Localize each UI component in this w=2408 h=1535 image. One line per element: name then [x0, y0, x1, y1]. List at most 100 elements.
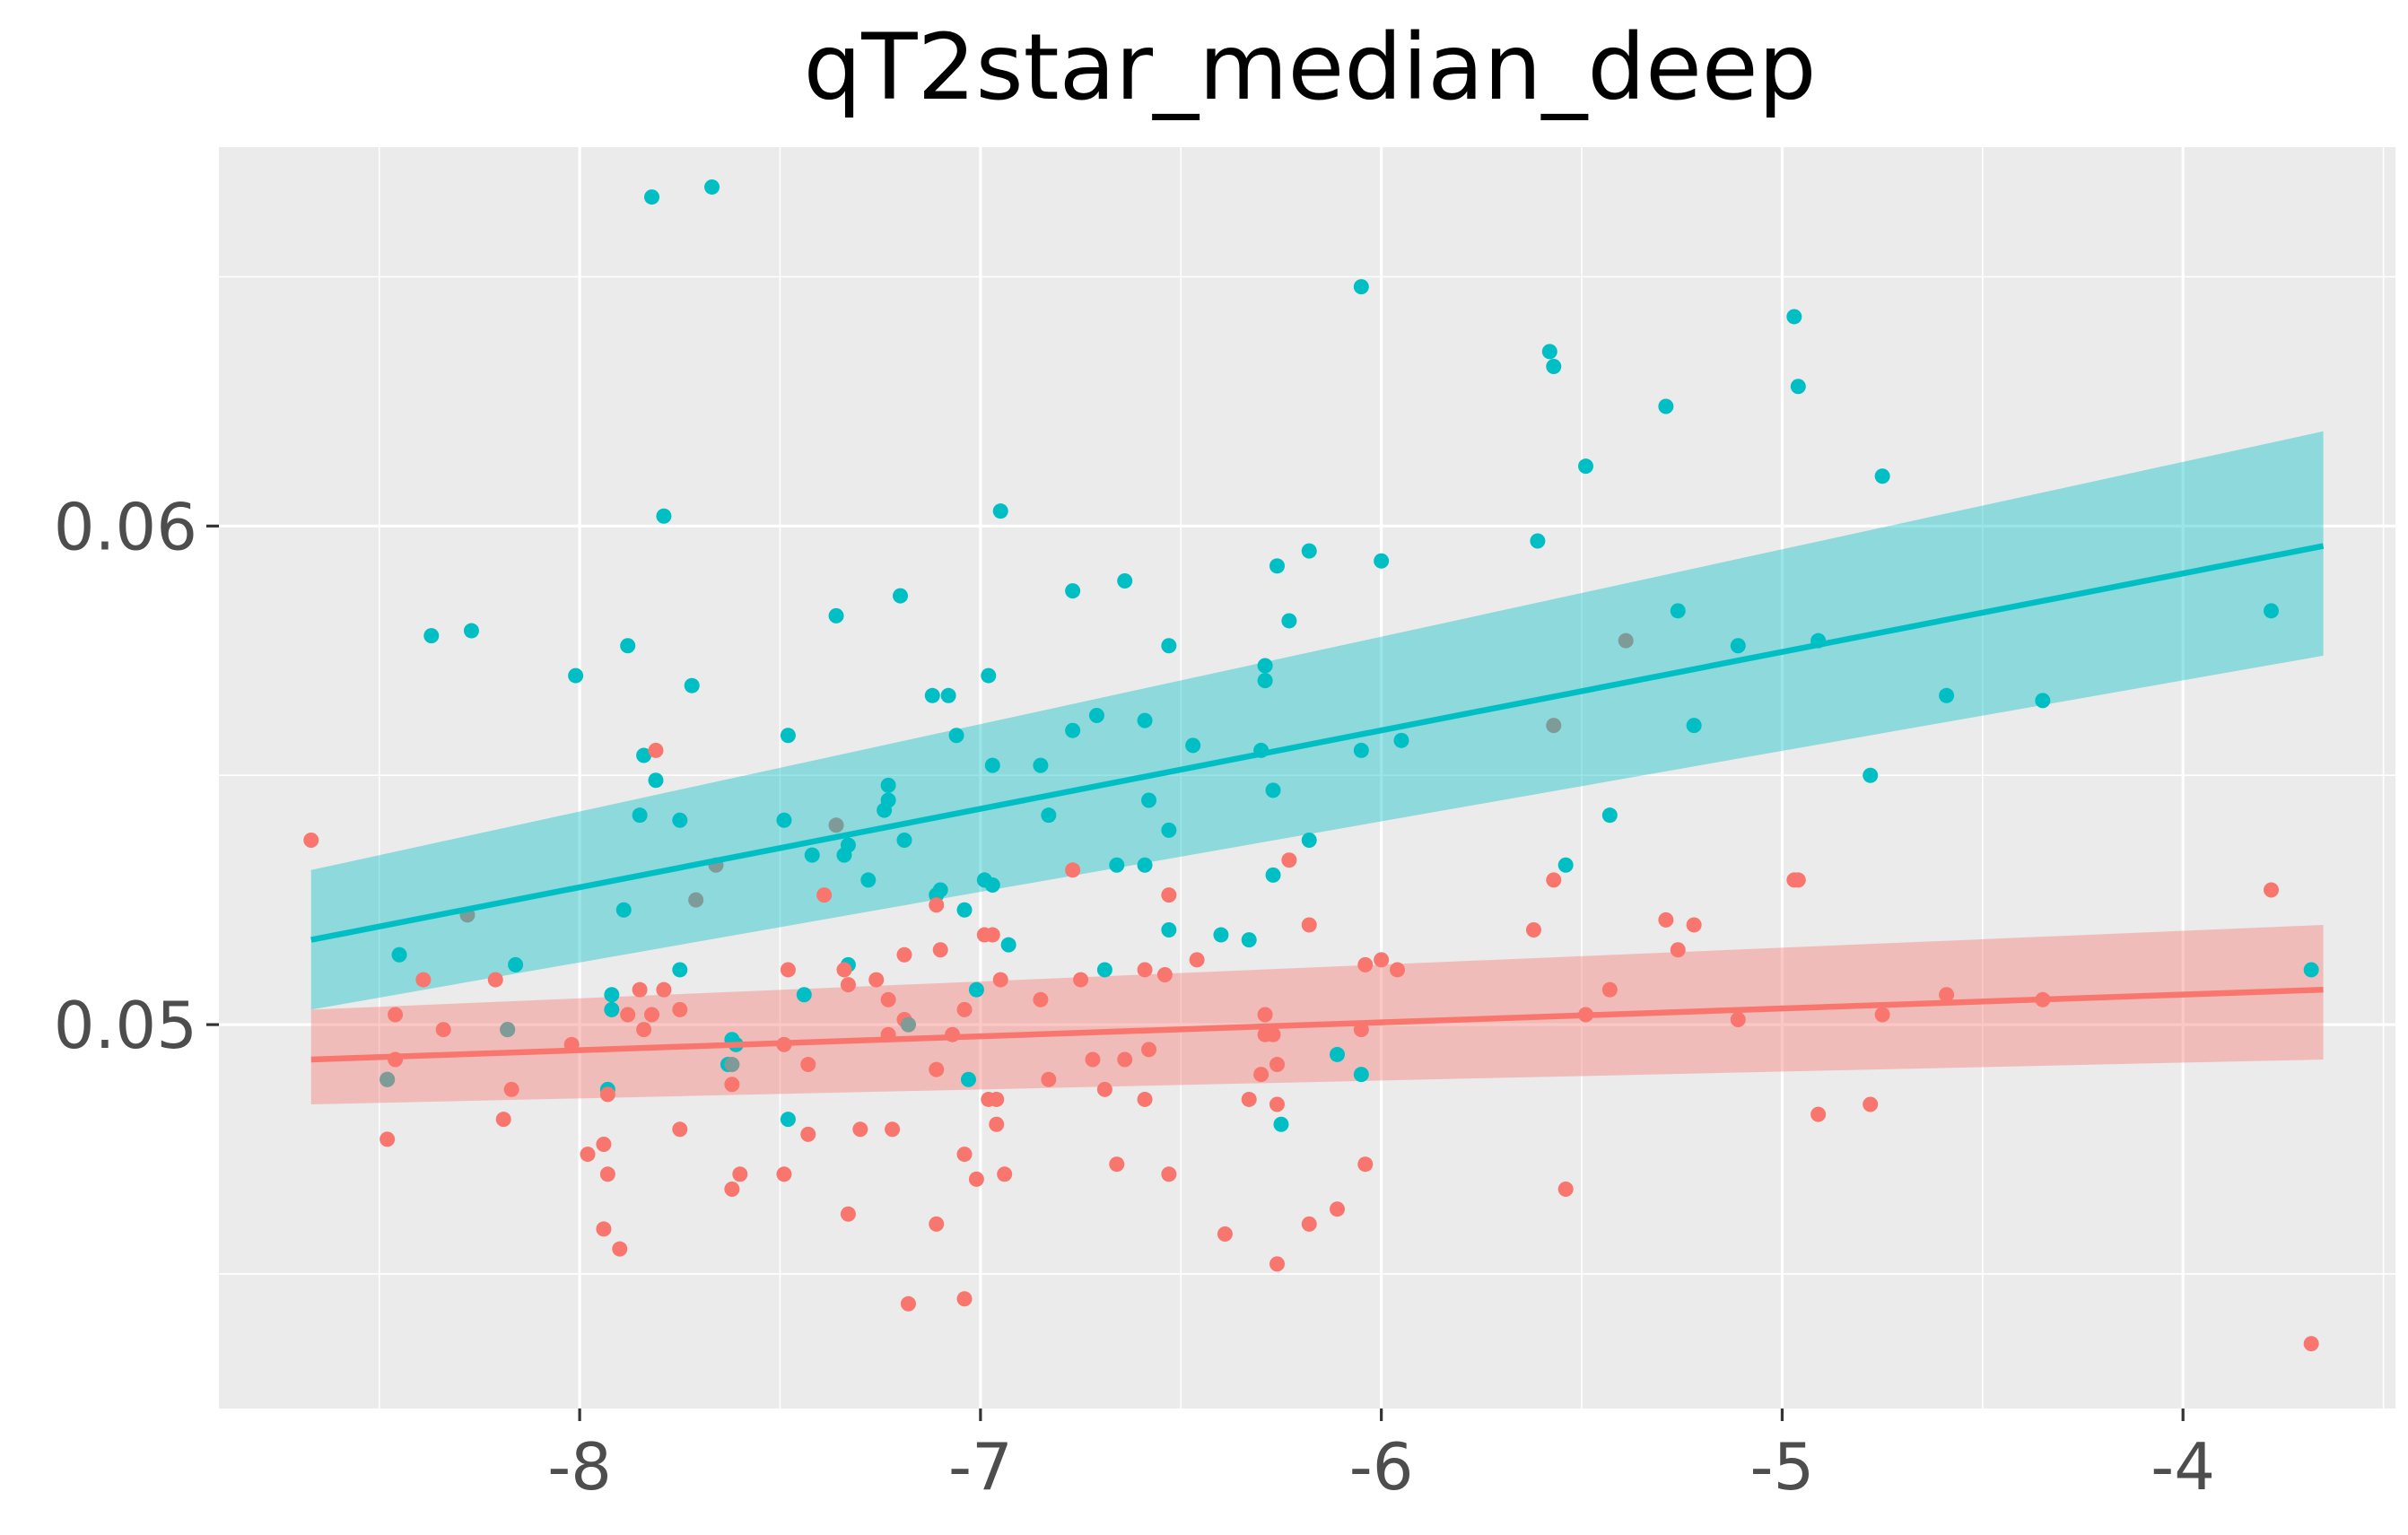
point-series-1	[636, 747, 652, 763]
point-series-1	[1353, 1067, 1369, 1083]
point-series-2	[672, 1001, 688, 1017]
point-series-2	[1033, 991, 1049, 1007]
point-series-2	[503, 1081, 519, 1097]
point-series-2	[896, 946, 912, 963]
point-series-1	[1273, 1116, 1289, 1132]
point-series-2	[1939, 987, 1955, 1003]
point-series-2	[776, 1166, 792, 1182]
point-series-2	[900, 1295, 916, 1312]
point-series-2	[2263, 882, 2279, 898]
axes: -8 -7 -6 -5 -4 0.05 0.06	[54, 489, 2215, 1504]
point-series-2	[1301, 1216, 1317, 1232]
point-series-1	[984, 877, 1000, 893]
point-series-2	[800, 1126, 816, 1142]
point-series-2	[644, 1007, 660, 1023]
point-series-2	[1525, 921, 1541, 938]
point-series-2	[1265, 1026, 1281, 1042]
point-overlap	[380, 1071, 396, 1087]
point-series-2	[1730, 1012, 1746, 1028]
point-series-1	[948, 728, 964, 744]
point-series-2	[415, 972, 432, 988]
point-series-1	[877, 802, 893, 818]
data-points	[303, 179, 2319, 1352]
point-series-2	[1357, 1156, 1374, 1173]
point-series-2	[1269, 1057, 1285, 1073]
point-series-2	[599, 1086, 615, 1103]
point-series-1	[992, 503, 1008, 519]
point-series-1	[1000, 937, 1016, 953]
point-series-1	[1790, 379, 1806, 395]
point-series-2	[1330, 1201, 1346, 1217]
point-series-1	[924, 687, 940, 703]
point-series-1	[508, 956, 524, 972]
point-series-2	[1217, 1225, 1233, 1242]
point-series-2	[1253, 1067, 1269, 1083]
point-series-1	[776, 812, 792, 828]
point-series-1	[1257, 673, 1273, 689]
point-series-2	[840, 977, 856, 993]
y-tick-label: 0.05	[54, 988, 197, 1063]
point-series-1	[1265, 782, 1281, 798]
point-series-2	[956, 1001, 973, 1017]
point-series-2	[648, 742, 664, 758]
point-series-1	[984, 757, 1000, 773]
point-series-2	[816, 887, 833, 903]
point-series-2	[724, 1181, 740, 1197]
point-series-1	[1241, 932, 1257, 948]
point-series-1	[1393, 732, 1409, 748]
point-series-1	[836, 847, 852, 863]
point-series-1	[1065, 722, 1081, 738]
point-overlap	[724, 1057, 740, 1073]
point-series-2	[1257, 1007, 1273, 1023]
point-series-2	[1065, 862, 1081, 878]
point-series-2	[435, 1022, 451, 1038]
point-overlap	[688, 892, 704, 908]
point-series-1	[656, 508, 672, 524]
point-series-2	[672, 1121, 688, 1138]
point-series-1	[804, 847, 820, 863]
point-series-2	[1073, 972, 1089, 988]
point-series-2	[732, 1166, 748, 1182]
point-series-2	[1085, 1051, 1101, 1068]
point-series-2	[596, 1221, 612, 1237]
point-series-1	[1786, 309, 1802, 325]
plot-panel	[219, 147, 2395, 1409]
point-overlap	[1618, 632, 1634, 649]
point-series-2	[1241, 1091, 1257, 1107]
point-series-1	[1161, 921, 1177, 938]
point-series-2	[1141, 1042, 1157, 1058]
point-series-1	[1137, 712, 1153, 728]
point-series-2	[380, 1131, 396, 1147]
point-series-1	[880, 777, 896, 793]
point-series-1	[1874, 468, 1890, 484]
point-series-1	[780, 1112, 796, 1128]
point-series-2	[303, 832, 319, 848]
point-series-2	[956, 1291, 973, 1307]
point-series-1	[1686, 718, 1702, 734]
point-series-1	[1257, 658, 1273, 674]
point-series-1	[1096, 962, 1112, 978]
point-series-1	[672, 812, 688, 828]
point-series-2	[989, 1116, 1005, 1132]
point-series-1	[568, 667, 584, 684]
point-series-1	[1109, 857, 1125, 873]
point-series-2	[929, 1061, 945, 1077]
point-series-1	[1353, 742, 1369, 758]
point-overlap	[1546, 718, 1562, 734]
point-series-2	[2303, 1336, 2319, 1352]
point-series-1	[780, 728, 796, 744]
point-series-2	[880, 991, 896, 1007]
point-series-1	[968, 981, 984, 998]
point-series-1	[1117, 572, 1133, 589]
point-series-2	[1686, 917, 1702, 933]
point-series-1	[1065, 583, 1081, 599]
point-series-1	[1530, 533, 1546, 549]
y-tick-label: 0.06	[54, 489, 197, 564]
point-series-2	[1874, 1007, 1890, 1023]
point-series-1	[1141, 792, 1157, 808]
point-series-2	[929, 897, 945, 913]
fit-lines	[310, 543, 2325, 1063]
point-series-1	[896, 832, 912, 848]
point-series-2	[724, 1077, 740, 1093]
point-series-2	[868, 972, 885, 988]
